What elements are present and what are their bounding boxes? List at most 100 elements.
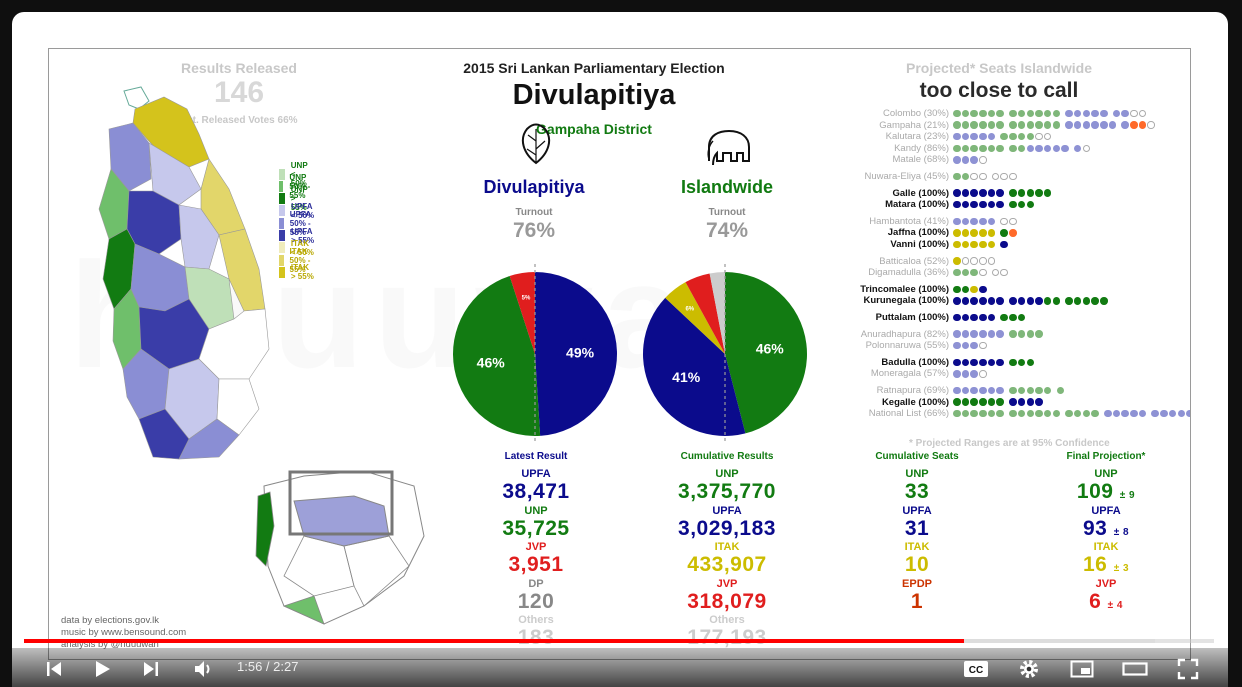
- seat-dot: [987, 409, 996, 418]
- party-votes: 3,375,770: [647, 480, 807, 504]
- seat-dot: [953, 229, 961, 237]
- seat-dot: [987, 229, 996, 237]
- seat-dot: [1043, 386, 1052, 395]
- party-name: ITAK: [904, 541, 930, 553]
- party-votes: 318,079: [647, 590, 807, 614]
- previous-button[interactable]: [40, 656, 68, 682]
- party-votes: 33: [837, 480, 997, 504]
- legend-label: ITAK < 50%: [290, 238, 314, 257]
- seat-dot: [970, 217, 978, 226]
- seat-dot: [1035, 121, 1043, 129]
- seat-dot: [1138, 109, 1147, 118]
- pie-slice-jvp: [509, 272, 535, 354]
- seat-dot: [1017, 109, 1026, 118]
- vote-value: 433,907: [687, 553, 767, 576]
- seat-dot: [970, 240, 978, 249]
- seat-dot: [953, 189, 961, 197]
- pie-slice-upfa: [643, 297, 746, 436]
- seat-dot: [979, 217, 987, 226]
- seat-dot: [1026, 109, 1034, 118]
- seat-dot: [1017, 121, 1026, 129]
- seat-dot: [1017, 313, 1026, 322]
- seat-dot: [953, 156, 961, 164]
- subtitles-button[interactable]: CC: [962, 656, 990, 682]
- district-name: Hambantota (41%): [869, 215, 949, 227]
- seat-dot: [1009, 172, 1017, 181]
- seat-dot: [1035, 398, 1043, 406]
- seat-dot: [996, 200, 1004, 209]
- legend-swatch: [279, 217, 284, 229]
- district-row: Kegalle (100%): [769, 397, 1189, 408]
- seat-dot: [991, 268, 1000, 277]
- seat-dot: [1065, 409, 1073, 418]
- seat-dot: [961, 189, 970, 197]
- seat-dot: [979, 229, 987, 237]
- seat-dot: [1112, 109, 1121, 118]
- volume-icon: [195, 661, 210, 677]
- video-player[interactable]: huuuwan Results Released 146 Est. Releas…: [12, 12, 1228, 687]
- seat-dot: [1061, 144, 1069, 153]
- theater-button[interactable]: [1121, 656, 1149, 682]
- seat-dot: [979, 370, 987, 378]
- seat-dot: [1000, 172, 1008, 181]
- district-projection-list: Colombo (30%) Gampaha (21%) Kalutara (23%)…: [769, 108, 1190, 419]
- seat-name: Divulapitiya: [512, 79, 676, 111]
- progress-bar[interactable]: [24, 639, 1214, 643]
- seat-dot: [970, 132, 978, 141]
- sri-lanka-map: [98, 86, 270, 460]
- seat-dot: [979, 386, 987, 395]
- vote-value: 16: [1082, 553, 1108, 576]
- vote-value: 93: [1082, 516, 1108, 540]
- fullscreen-button[interactable]: [1174, 656, 1202, 682]
- seat-dot: [1009, 217, 1017, 226]
- local-turnout: 76%: [512, 219, 556, 242]
- seat-dot: [987, 144, 996, 153]
- seat-dots: [953, 370, 988, 378]
- seat-dot: [953, 358, 961, 367]
- party-votes: 35,725: [456, 517, 616, 541]
- party-name: UNP: [524, 504, 548, 517]
- seat-dot: [1082, 297, 1091, 305]
- miniplayer-button[interactable]: [1068, 656, 1096, 682]
- seat-dot: [1026, 132, 1034, 141]
- pie-label: 49%: [566, 345, 595, 361]
- seat-dot: [970, 189, 978, 197]
- seat-dot: [961, 358, 970, 367]
- seat-dot: [970, 257, 978, 265]
- seat-dot: [1065, 297, 1073, 305]
- seat-dot: [1073, 297, 1082, 305]
- seat-dot: [961, 217, 970, 226]
- district-name: Kandy (86%): [894, 142, 949, 154]
- volume-button[interactable]: [190, 656, 218, 682]
- seat-dot: [1017, 132, 1026, 141]
- seat-dot: [1000, 229, 1008, 237]
- next-button[interactable]: [137, 656, 165, 682]
- cc-icon: CC: [964, 661, 988, 677]
- seat-dot: [1009, 189, 1017, 197]
- district-name: Vanni (100%): [890, 239, 949, 250]
- party-votes: 1: [837, 590, 997, 614]
- party-votes: 31: [837, 517, 997, 541]
- seat-dot: [961, 268, 970, 277]
- seat-dot: [1017, 409, 1026, 418]
- seat-dot: [1017, 144, 1026, 153]
- district-name: Galle (100%): [892, 187, 950, 199]
- cumulative-results-title: Cumulative Results: [680, 451, 774, 462]
- pie-slice-itak: [665, 282, 725, 354]
- seat-dot: [1073, 109, 1082, 118]
- legend-swatch: [279, 193, 285, 205]
- district-name: Colombo (30%): [883, 108, 949, 119]
- seat-dot: [1073, 409, 1082, 418]
- range-value: ± 9: [1119, 490, 1136, 501]
- seat-dot: [1009, 409, 1017, 418]
- seat-dot: [979, 297, 987, 305]
- district-name: Matara (100%): [885, 199, 949, 211]
- settings-button[interactable]: [1015, 656, 1043, 682]
- seat-dot: [953, 132, 961, 141]
- district-name: Kalutara (23%): [885, 131, 949, 143]
- gear-icon: [1020, 660, 1038, 678]
- vote-value: 6: [1089, 589, 1102, 613]
- play-button[interactable]: [88, 656, 116, 682]
- pie-slice-unp: [452, 276, 541, 436]
- seat-dots: [953, 144, 1091, 153]
